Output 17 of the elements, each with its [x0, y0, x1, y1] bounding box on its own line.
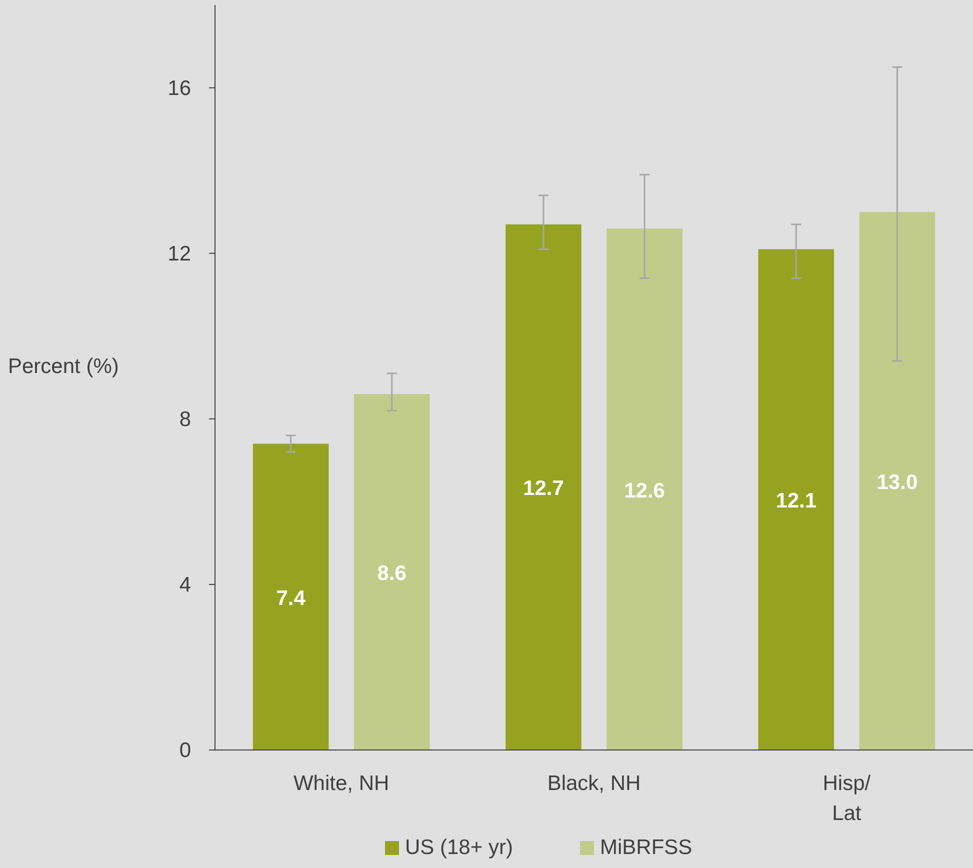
data-label: 12.6 — [624, 479, 665, 502]
y-tick-label: 0 — [179, 739, 191, 762]
y-tick-label: 12 — [168, 242, 191, 266]
x-tick-label: Black, NH — [547, 772, 641, 795]
data-label: 12.1 — [776, 490, 817, 513]
data-label: 7.4 — [276, 586, 306, 610]
y-tick-label: 4 — [179, 573, 192, 596]
y-tick-label: 16 — [168, 76, 191, 100]
x-tick-label: Hisp/ Lat — [822, 772, 871, 825]
y-axis-title: Percent (%) — [8, 355, 119, 378]
data-label: 12.7 — [523, 477, 564, 500]
legend-label: MiBRFSS — [600, 836, 692, 859]
x-tick-label: White, NH — [293, 772, 390, 795]
legend-label: US (18+ yr) — [405, 836, 513, 859]
data-label: 13.0 — [876, 470, 918, 494]
y-tick-label: 8 — [179, 408, 191, 431]
data-label: 8.6 — [377, 562, 406, 586]
